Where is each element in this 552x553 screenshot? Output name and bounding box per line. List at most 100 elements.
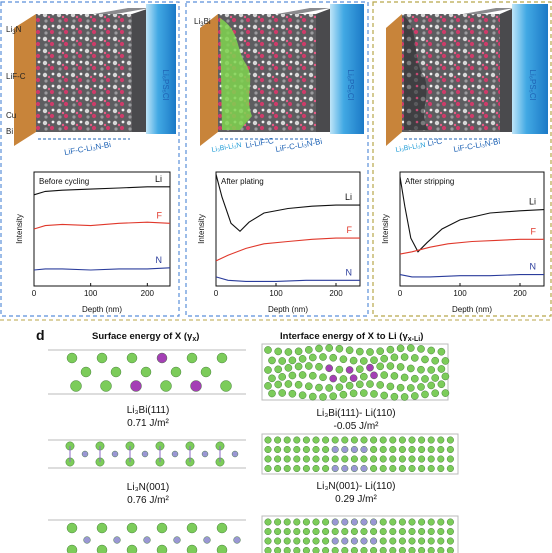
atom [421, 375, 429, 383]
atom [302, 527, 310, 535]
atom [406, 364, 415, 373]
atom [350, 547, 358, 553]
atom [370, 356, 378, 364]
atom [130, 380, 142, 392]
atom [293, 436, 301, 444]
atom [427, 436, 435, 444]
atom [408, 537, 416, 545]
atom [386, 382, 395, 391]
atom [410, 392, 419, 400]
atom [376, 362, 385, 371]
atom [417, 365, 425, 374]
atom [312, 527, 320, 535]
atom [315, 383, 323, 392]
atom [379, 547, 387, 553]
atom [331, 518, 339, 526]
atom [156, 352, 168, 364]
atom [370, 445, 378, 453]
x-tick-label: 200 [141, 289, 155, 298]
cu-current-collector [14, 14, 36, 146]
atom [437, 547, 445, 553]
atom [274, 365, 283, 374]
atom [294, 362, 303, 371]
atom [283, 464, 291, 472]
series-label-f: F [531, 226, 537, 236]
atom [308, 371, 317, 380]
atom [312, 547, 320, 553]
series-label-li: Li [155, 174, 162, 184]
atom [329, 374, 338, 383]
atom [298, 355, 307, 363]
atom [386, 362, 395, 370]
atom [274, 436, 282, 444]
atom [379, 527, 387, 535]
y-axis-label: Intensity [381, 214, 390, 244]
atom [274, 547, 282, 553]
atom [264, 547, 272, 553]
atom [339, 375, 348, 383]
atom [418, 547, 426, 553]
atom [283, 537, 291, 545]
atom [341, 547, 349, 553]
atom [315, 362, 323, 371]
atom [81, 450, 89, 458]
series-label-li: Li [529, 197, 536, 207]
atom [341, 518, 349, 526]
atom [370, 518, 378, 526]
atom [341, 455, 349, 463]
cell-box [261, 343, 449, 401]
atom [111, 450, 119, 458]
atom [370, 537, 378, 545]
atom [427, 527, 435, 535]
atom [398, 537, 406, 545]
atom [231, 450, 239, 458]
series-label-n: N [530, 262, 537, 272]
atom [349, 356, 358, 365]
atom [389, 518, 397, 526]
atom [380, 391, 389, 400]
x-tick-label: 0 [398, 289, 403, 298]
atom [446, 464, 454, 472]
atom [293, 455, 301, 463]
atom [345, 346, 354, 355]
atom [322, 547, 330, 553]
atom [312, 464, 320, 472]
atom [446, 445, 454, 453]
atom [298, 371, 307, 379]
label-electrolyte: Li₆PS₅Cl [161, 70, 170, 101]
atom [431, 356, 440, 365]
atom [216, 544, 228, 553]
atom [421, 390, 429, 399]
atom [427, 346, 436, 355]
atom [437, 518, 445, 526]
atom [322, 537, 330, 545]
series-label-f: F [157, 210, 163, 220]
atom [331, 527, 339, 535]
atom [278, 357, 287, 365]
atom [294, 347, 303, 356]
atom [274, 518, 282, 526]
atom [396, 344, 405, 353]
atom [408, 518, 416, 526]
atom [446, 455, 454, 463]
atom [325, 344, 334, 352]
atom [431, 374, 440, 382]
label-layer-b2: Li-LiF-C [245, 136, 275, 150]
atom [304, 346, 313, 354]
atom [400, 393, 409, 401]
atom [418, 527, 426, 535]
x-tick-label: 100 [269, 289, 283, 298]
atom [293, 464, 301, 472]
li3bi-interface-atoms [264, 344, 450, 401]
atom [66, 544, 78, 553]
label-cu: Cu [6, 111, 16, 120]
atom [329, 353, 338, 362]
li3bi-surface-caption: Li₃Bi(111) [127, 405, 170, 416]
li3bi-interface-caption: Li₃Bi(111)- Li(110) [316, 408, 395, 419]
atom [264, 445, 272, 453]
atom [418, 445, 426, 453]
atom [96, 522, 108, 534]
atom [293, 527, 301, 535]
atom [331, 455, 339, 463]
atom [216, 522, 228, 534]
